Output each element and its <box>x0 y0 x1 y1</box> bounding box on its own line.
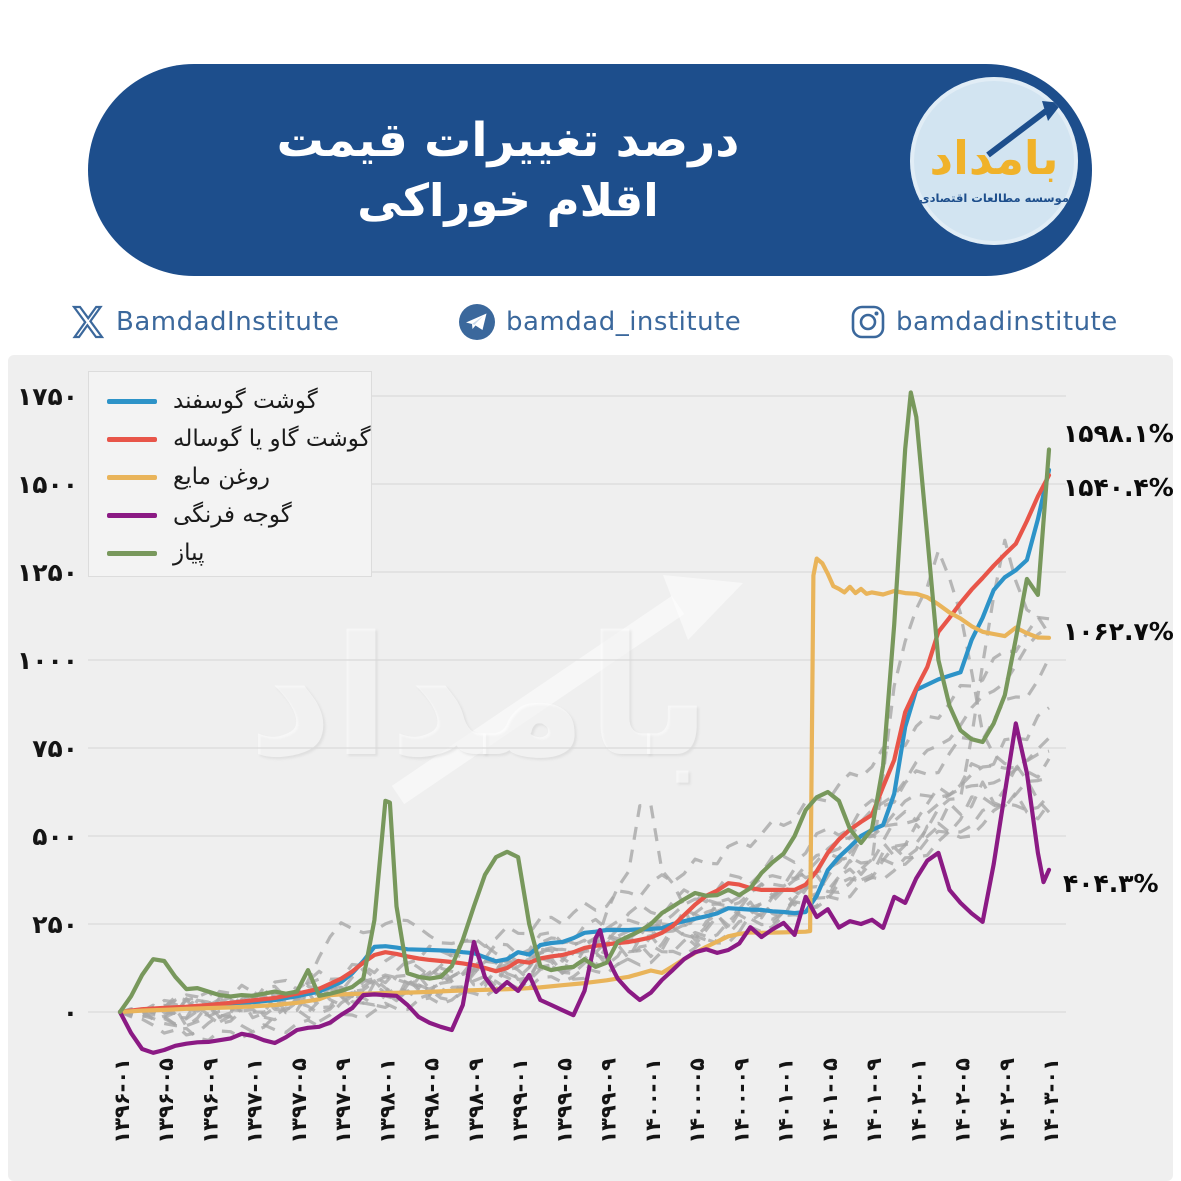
chart-panel: بامداد ۰ ۲۵۰ ۵۰۰ ۷۵۰ ۱۰۰۰ ۱۲۵۰ ۱۵۰۰ ۱۷۵۰ ۱۳۹۶-۰۱… <box>8 355 1173 1181</box>
series-line-tomato <box>117 721 1052 1055</box>
y-axis-label: ۱۲۵۰ <box>17 558 78 587</box>
social-link-instagram[interactable]: bamdadinstitute <box>850 296 1118 348</box>
price-change-line-chart: ۰ ۲۵۰ ۵۰۰ ۷۵۰ ۱۰۰۰ ۱۲۵۰ ۱۵۰۰ ۱۷۵۰ ۱۳۹۶-۰۱ ۱۳۹۶-۰۵… <box>17 382 1173 1144</box>
x-axis-label: ۱۳۹۸-۰۱ <box>375 1058 399 1144</box>
y-axis-label: ۷۵۰ <box>32 734 78 763</box>
annotation-label: ۱۵۴۰.۴% <box>1063 473 1173 502</box>
x-axis-label: ۱۴۰۲-۰۵ <box>951 1058 975 1144</box>
series-line-liquid-oil <box>117 556 1052 1015</box>
title-line-2: اقلام خوراکی <box>357 174 659 227</box>
x-axis-label: ۱۳۹۷-۰۱ <box>243 1058 267 1144</box>
legend-item-sheep-meat: گوشت گوسفند <box>107 382 371 420</box>
bg-series-line <box>119 657 1051 1014</box>
x-axis-label: ۱۴۰۲-۰۱ <box>906 1058 930 1144</box>
x-axis-label: ۱۳۹۸-۰۹ <box>464 1058 488 1144</box>
x-icon <box>71 305 105 339</box>
header-banner: درصد تغییرات قیمت اقلام خوراکی بامداد مو… <box>88 64 1092 276</box>
x-axis-label: ۱۳۹۷-۰۹ <box>331 1058 355 1144</box>
legend-swatch-tomato <box>107 512 157 518</box>
social-links-row: BamdadInstitute bamdad_institute bamdadi… <box>0 296 1181 348</box>
bg-series-line <box>119 794 1051 1037</box>
x-axis-label: ۱۳۹۷-۰۵ <box>287 1058 311 1144</box>
x-axis-label: ۱۳۹۸-۰۵ <box>420 1058 444 1144</box>
bg-series-line <box>119 706 1050 1016</box>
x-axis-label: ۱۳۹۶-۰۱ <box>110 1058 134 1144</box>
legend-item-tomato: گوجه فرنگی <box>107 496 371 534</box>
x-axis-label: ۱۳۹۶-۰۹ <box>198 1058 222 1144</box>
y-axis-label: ۰ <box>63 998 78 1027</box>
legend-swatch-onion <box>107 550 157 556</box>
instagram-handle: bamdadinstitute <box>896 307 1118 337</box>
legend-label-onion: پیاز <box>173 540 205 566</box>
page-title: درصد تغییرات قیمت اقلام خوراکی <box>108 64 908 276</box>
x-axis-label: ۱۴۰۰-۰۹ <box>729 1058 753 1144</box>
annotation-label: ۱۵۹۸.۱% <box>1063 419 1173 448</box>
chart-legend: گوشت گوسفند گوشت گاو یا گوساله روغن مایع… <box>88 371 372 577</box>
y-axis-label: ۱۷۵۰ <box>17 382 78 411</box>
x-axis-label: ۱۳۹۹-۰۵ <box>552 1058 576 1144</box>
y-axis-label: ۵۰۰ <box>32 822 78 851</box>
title-line-1: درصد تغییرات قیمت <box>276 113 740 168</box>
annotation-label: ۱۰۶۲.۷% <box>1063 617 1173 646</box>
legend-swatch-sheep-meat <box>107 398 157 404</box>
logo-subtitle: موسسه مطالعات اقتصادی <box>919 191 1069 205</box>
series-line-beef-veal <box>117 473 1052 1015</box>
legend-label-sheep-meat: گوشت گوسفند <box>173 388 318 414</box>
legend-label-beef-veal: گوشت گاو یا گوساله <box>173 426 371 452</box>
x-axis-label: ۱۴۰۳-۰۱ <box>1039 1058 1063 1144</box>
y-axis-label: ۱۵۰۰ <box>17 470 78 499</box>
x-axis-label: ۱۴۰۲-۰۹ <box>995 1058 1019 1144</box>
legend-swatch-beef-veal <box>107 436 157 442</box>
bg-series-line <box>119 736 1051 1014</box>
y-axis-label: ۱۰۰۰ <box>17 646 78 675</box>
y-axis-label: ۲۵۰ <box>32 910 78 939</box>
x-axis-label: ۱۴۰۱-۰۱ <box>774 1058 798 1144</box>
bg-series-line <box>119 626 1050 1014</box>
legend-label-tomato: گوجه فرنگی <box>173 502 292 528</box>
x-axis-label: ۱۳۹۹-۰۱ <box>508 1058 532 1144</box>
x-axis-label: ۱۴۰۰-۰۵ <box>685 1058 709 1144</box>
social-link-x[interactable]: BamdadInstitute <box>70 296 340 348</box>
x-handle: BamdadInstitute <box>116 307 340 337</box>
x-axis-label: ۱۴۰۱-۰۹ <box>862 1058 886 1144</box>
logo-arrow-icon <box>986 101 1062 158</box>
legend-item-liquid-oil: روغن مایع <box>107 458 371 496</box>
legend-label-liquid-oil: روغن مایع <box>173 464 271 490</box>
bg-series-line <box>119 538 1051 1026</box>
legend-item-beef-veal: گوشت گاو یا گوساله <box>107 420 371 458</box>
telegram-icon <box>459 304 495 340</box>
x-axis-label: ۱۳۹۹-۰۹ <box>597 1058 621 1144</box>
logo-brand-text: بامداد <box>929 131 1059 185</box>
x-axis-label: ۱۳۹۶-۰۵ <box>154 1058 178 1144</box>
series-line-onion <box>117 390 1052 1015</box>
instagram-icon <box>851 305 885 339</box>
legend-item-onion: پیاز <box>107 534 371 572</box>
social-link-telegram[interactable]: bamdad_institute <box>458 296 741 348</box>
bg-series-line <box>119 615 1050 1014</box>
x-axis-label: ۱۴۰۱-۰۵ <box>818 1058 842 1144</box>
legend-swatch-liquid-oil <box>107 474 157 480</box>
bamdad-logo: بامداد موسسه مطالعات اقتصادی <box>910 77 1078 245</box>
annotation-label: ۴۰۴.۳% <box>1063 869 1159 898</box>
x-axis-label: ۱۴۰۰-۰۱ <box>641 1058 665 1144</box>
telegram-handle: bamdad_institute <box>506 307 742 337</box>
bg-series-line <box>119 776 1050 1042</box>
